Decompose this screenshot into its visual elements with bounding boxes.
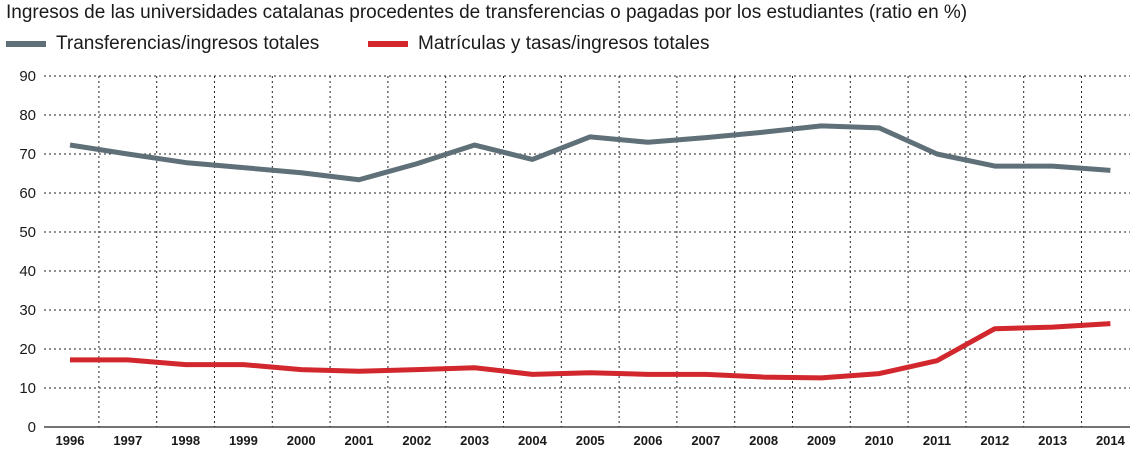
series-1-point-2001: [357, 369, 362, 374]
series-line-0: [69, 123, 1111, 183]
legend-swatch-matriculas: [368, 41, 408, 47]
series-0-point-2010: [877, 125, 882, 130]
series-1-point-2006: [646, 372, 651, 377]
series-0-point-2003: [472, 143, 477, 148]
x-tick-label-2003: 2003: [460, 433, 489, 448]
series-1-point-2011: [935, 358, 940, 363]
series-1-point-2004: [530, 372, 535, 377]
series-1-point-1998: [183, 362, 188, 367]
x-tick-label-2013: 2013: [1038, 433, 1067, 448]
y-tick-label-90: 90: [19, 68, 36, 85]
y-tick-label-10: 10: [19, 380, 36, 397]
y-tick-label-80: 80: [19, 107, 36, 124]
y-tick-label-20: 20: [19, 341, 36, 358]
x-tick-label-2012: 2012: [980, 433, 1009, 448]
x-tick-label-1997: 1997: [113, 433, 142, 448]
y-tick-label-0: 0: [28, 419, 36, 436]
series-1-point-2008: [761, 375, 766, 380]
x-tick-label-2014: 2014: [1096, 433, 1126, 448]
y-tick-label-70: 70: [19, 146, 36, 163]
series-1-point-2005: [588, 370, 593, 375]
series-1-point-1996: [68, 357, 73, 362]
series-1-point-2014: [1108, 321, 1113, 326]
legend-item-matriculas: Matrículas y tasas/ingresos totales: [368, 32, 709, 56]
x-tick-label-2000: 2000: [287, 433, 316, 448]
series-1-point-2013: [1050, 325, 1055, 330]
x-tick-label-1999: 1999: [229, 433, 258, 448]
x-tick-label-2005: 2005: [576, 433, 605, 448]
legend-item-transferencias: Transferencias/ingresos totales: [6, 32, 319, 56]
series-1-point-2007: [703, 372, 708, 377]
series-0-point-2001: [357, 177, 362, 182]
legend-label-transferencias: Transferencias/ingresos totales: [56, 33, 320, 54]
series-1-point-1999: [241, 362, 246, 367]
series-1-point-2012: [992, 326, 997, 331]
series-0-point-1997: [125, 152, 130, 157]
x-tick-label-2007: 2007: [691, 433, 720, 448]
x-tick-label-2002: 2002: [402, 433, 431, 448]
x-tick-label-1996: 1996: [56, 433, 85, 448]
series-0-point-2000: [299, 170, 304, 175]
y-tick-label-40: 40: [19, 263, 36, 280]
series-1-point-2009: [819, 375, 824, 380]
chart-title: Ingresos de las universidades catalanas …: [6, 2, 968, 23]
series-1-point-2010: [877, 371, 882, 376]
series-0-point-2005: [588, 134, 593, 139]
series-1-point-2002: [414, 367, 419, 372]
x-tick-label-2008: 2008: [749, 433, 778, 448]
axis-layer: 0 10 20 30 40 50 60 70 80 90 1996 1997 1998 1999 2000 2…: [19, 68, 1130, 448]
series-0-point-2004: [530, 157, 535, 162]
series-0-point-2006: [646, 140, 651, 145]
series-1-point-2000: [299, 367, 304, 372]
legend: Transferencias/ingresos totales Matrícul…: [0, 32, 1143, 56]
series-0-point-2007: [703, 135, 708, 140]
y-tick-label-60: 60: [19, 185, 36, 202]
y-tick-label-30: 30: [19, 302, 36, 319]
y-tick-label-50: 50: [19, 224, 36, 241]
x-tick-label-2009: 2009: [807, 433, 836, 448]
legend-label-matriculas: Matrículas y tasas/ingresos totales: [418, 33, 710, 54]
series-0-point-1996: [68, 143, 73, 148]
series-0-point-2014: [1108, 168, 1113, 173]
x-tick-label-2006: 2006: [634, 433, 663, 448]
x-tick-label-1998: 1998: [171, 433, 200, 448]
series-line-1: [70, 321, 1111, 381]
legend-swatch-transferencias: [6, 41, 46, 47]
x-tick-label-2011: 2011: [923, 433, 951, 448]
x-tick-label-2010: 2010: [865, 433, 894, 448]
series-0-point-2011: [935, 152, 940, 157]
x-tick-label-2001: 2001: [345, 433, 374, 448]
x-tick-label-2004: 2004: [518, 433, 548, 448]
series-0-point-2012: [992, 164, 997, 169]
series-0-point-2013: [1050, 164, 1055, 169]
series-0-point-1999: [241, 165, 246, 170]
series-layer: [68, 123, 1113, 381]
series-1-point-2003: [472, 365, 477, 370]
series-1-point-1997: [125, 357, 130, 362]
series-0-point-2009: [819, 123, 824, 128]
series-0-point-1998: [183, 160, 188, 165]
series-0-point-2008: [761, 130, 766, 135]
series-0-point-2002: [414, 161, 419, 166]
